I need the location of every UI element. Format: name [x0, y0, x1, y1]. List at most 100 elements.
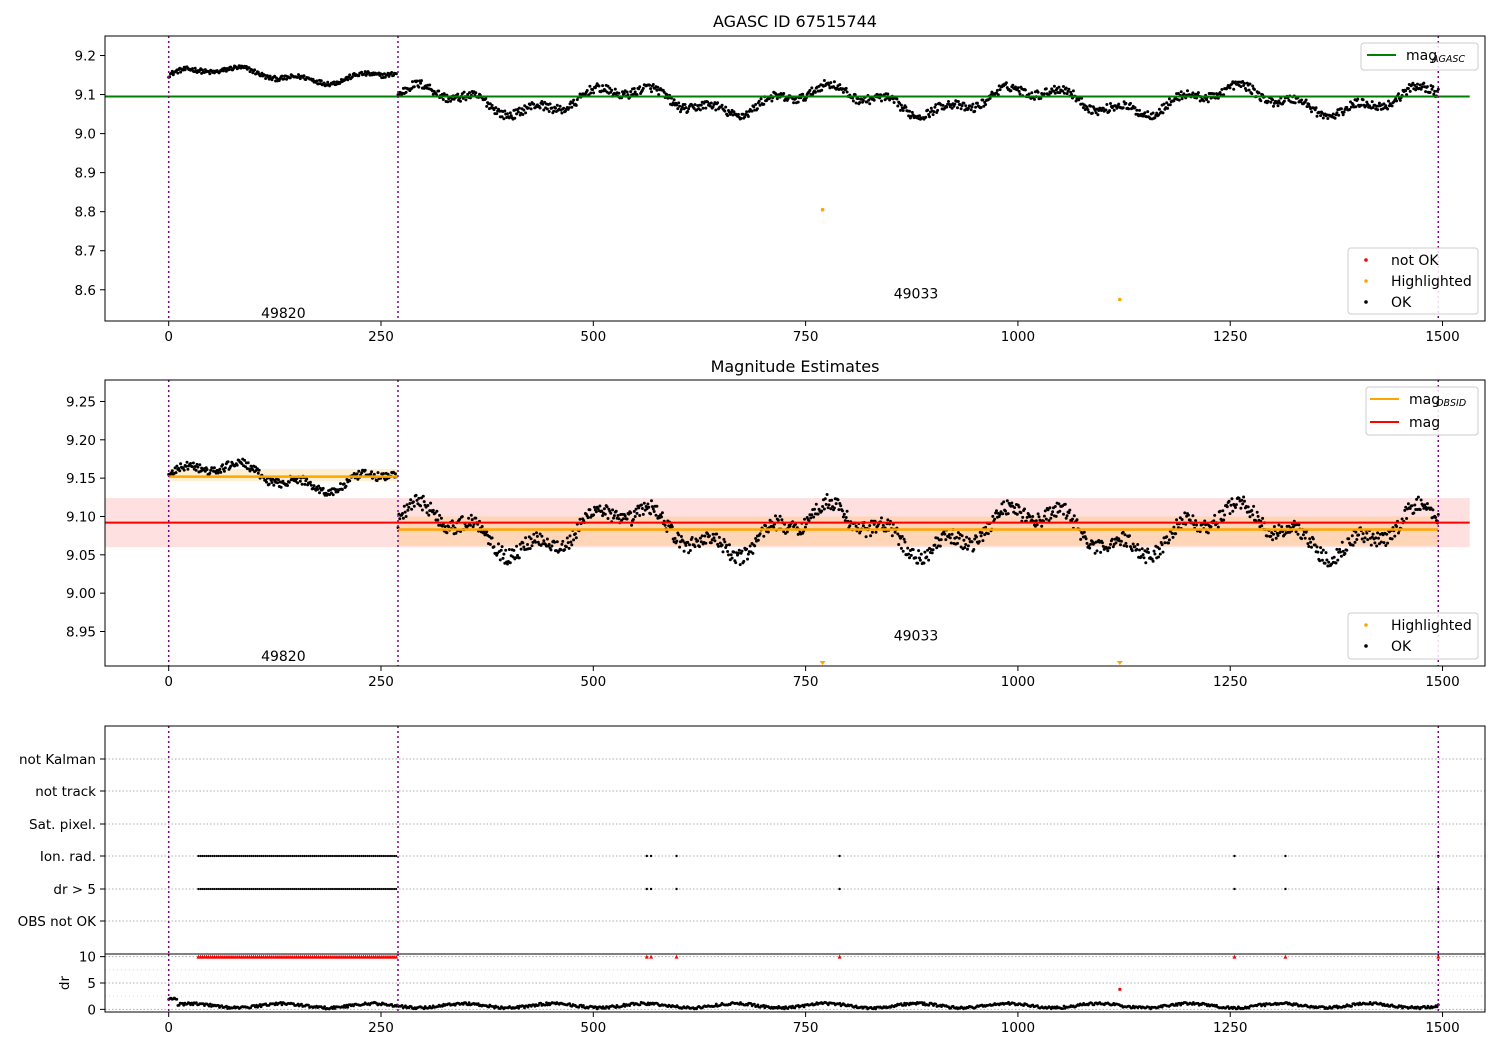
- ok-point: [1206, 100, 1210, 104]
- ok-point: [601, 514, 605, 518]
- ok-point: [950, 532, 954, 536]
- ok-point: [727, 553, 730, 557]
- ok-point: [713, 539, 717, 543]
- flag-point: [368, 854, 371, 858]
- ok-point: [1411, 81, 1415, 85]
- ok-point: [591, 88, 595, 92]
- ok-point: [717, 544, 720, 548]
- ok-point: [422, 500, 426, 504]
- ok-point: [1114, 541, 1118, 545]
- ok-point: [1065, 514, 1069, 518]
- ok-point: [1142, 556, 1146, 560]
- ok-point: [1139, 555, 1143, 558]
- ok-point: [1130, 549, 1134, 553]
- flag-point: [382, 854, 385, 858]
- ok-point: [1234, 80, 1237, 84]
- dr-point: [323, 1005, 326, 1008]
- ok-point: [331, 493, 335, 497]
- flag-point: [360, 854, 363, 858]
- ok-point: [1400, 517, 1404, 521]
- ok-point: [759, 97, 763, 101]
- ok-point: [1033, 97, 1036, 101]
- flag-point: [291, 854, 294, 858]
- ok-point: [1379, 540, 1383, 544]
- ok-point: [635, 93, 639, 97]
- plot-frame: [104, 35, 1486, 322]
- ok-point: [1023, 507, 1026, 511]
- ok-point: [1062, 512, 1065, 516]
- ok-point: [402, 504, 406, 508]
- ok-point: [1089, 542, 1093, 546]
- ok-point: [947, 533, 951, 537]
- ok-point: [803, 525, 807, 529]
- legend-label: Highlighted: [1391, 618, 1472, 634]
- high-dr-marker: [649, 954, 654, 959]
- ok-point: [986, 532, 990, 536]
- ok-point: [696, 539, 700, 543]
- y-tick-label: 8.6: [75, 283, 96, 299]
- ok-point: [911, 548, 915, 552]
- flag-point: [374, 887, 377, 891]
- dr-point: [1435, 1005, 1439, 1009]
- ok-point: [606, 517, 610, 520]
- ok-point: [679, 535, 683, 538]
- ok-point: [1079, 537, 1083, 541]
- flag-point: [340, 887, 343, 891]
- flag-point: [227, 887, 231, 891]
- flag-point: [244, 854, 247, 858]
- flag-point: [315, 854, 318, 858]
- flag-point: [317, 854, 320, 858]
- ok-point: [810, 86, 814, 90]
- dr-point: [208, 1002, 212, 1006]
- ok-point: [288, 76, 292, 80]
- flag-point: [217, 887, 220, 891]
- ok-point: [1062, 91, 1066, 95]
- ok-point: [936, 108, 940, 112]
- flag-point: [346, 887, 349, 891]
- ok-point: [880, 516, 883, 520]
- ok-point: [673, 536, 677, 540]
- ok-point: [1250, 509, 1254, 512]
- ok-point: [502, 117, 506, 121]
- ok-point: [785, 530, 789, 534]
- ok-point: [1340, 540, 1344, 544]
- ok-point: [820, 88, 824, 92]
- flag-point: [291, 887, 294, 891]
- ok-point: [724, 105, 728, 109]
- ok-point: [918, 114, 921, 118]
- ok-point: [756, 538, 760, 542]
- ok-point: [650, 505, 654, 509]
- ok-point: [507, 548, 511, 551]
- ok-point: [1356, 97, 1360, 101]
- ok-point: [1180, 518, 1184, 521]
- ok-point: [1335, 547, 1339, 551]
- flag-point: [645, 887, 649, 891]
- ok-point: [1083, 108, 1087, 111]
- ok-point: [1265, 534, 1269, 538]
- flag-point: [388, 887, 392, 891]
- flag-point: [260, 854, 263, 858]
- ok-point: [218, 467, 222, 471]
- x-tick-label: 250: [368, 1020, 394, 1036]
- flag-point: [246, 854, 249, 858]
- ok-point: [1321, 116, 1325, 120]
- ok-point: [1337, 113, 1341, 117]
- y-tick-label: 9.05: [66, 548, 96, 564]
- ok-point: [1405, 517, 1409, 520]
- ok-point: [1433, 89, 1437, 93]
- ok-point: [1065, 92, 1069, 96]
- ok-point: [709, 101, 713, 105]
- ok-point: [471, 525, 475, 529]
- flag-point: [219, 854, 222, 858]
- flag-point: [390, 854, 394, 858]
- ok-point: [1048, 506, 1052, 510]
- flag-point: [309, 887, 312, 891]
- ok-point: [1386, 541, 1390, 545]
- ok-point: [910, 110, 914, 114]
- ok-point: [1146, 110, 1150, 114]
- dr-points: [167, 996, 1440, 1011]
- ok-point: [1425, 85, 1429, 89]
- legend-box: [1360, 42, 1479, 71]
- ok-point: [303, 482, 307, 486]
- dr-point: [280, 1003, 284, 1007]
